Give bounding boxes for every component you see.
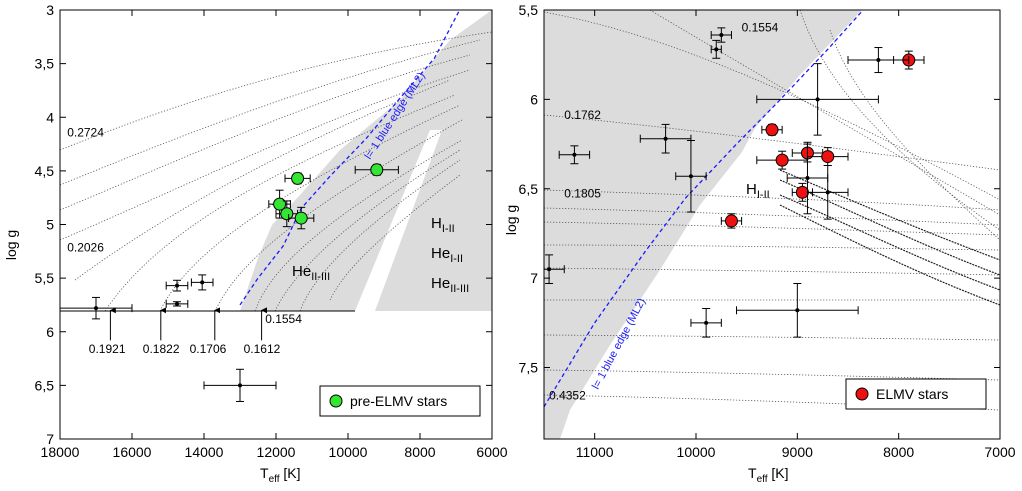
evolutionary-tracks-left xyxy=(60,31,492,312)
legend-right: ELMV stars xyxy=(845,378,987,410)
data-points-left xyxy=(60,163,399,402)
data-point xyxy=(710,39,722,59)
legend-marker-green xyxy=(329,394,343,408)
star-point xyxy=(756,150,808,170)
right-axis-ticks: 11000 10000 9000 8000 7000 5,5 6 6,5 7 7,5 xyxy=(519,2,1016,460)
region-label-he-i-ii: HeI-II xyxy=(431,245,463,265)
y-axis-label-right: log g xyxy=(503,205,519,235)
svg-text:HeI-II: HeI-II xyxy=(431,245,463,265)
shaded-region-right xyxy=(544,10,862,439)
y-tick-label: 7 xyxy=(530,270,538,286)
track-label: 0.2724 xyxy=(67,126,104,140)
star-point xyxy=(288,206,315,230)
y-tick-label: 3,5 xyxy=(35,56,55,72)
track-label: 0.2026 xyxy=(67,240,104,254)
track-label: 0.4352 xyxy=(549,389,586,403)
track-label: 0.1612 xyxy=(244,342,281,356)
y-tick-label: 3 xyxy=(46,2,54,18)
y-tick-label: 4 xyxy=(46,109,54,125)
legend-left: pre-ELMV stars xyxy=(319,385,481,417)
x-axis-label-right: Teff [K] xyxy=(748,465,789,485)
white-gap-region xyxy=(355,130,442,311)
right-plot-frame xyxy=(543,9,1001,440)
left-panel: 18000 16000 14000 12000 10000 8000 6000 3 3,5 4 4,… xyxy=(3,2,508,485)
region-label-h-i-ii-left: HI-II xyxy=(431,215,455,235)
left-track-labels: 0.2724 0.2026 0.1921 0.1822 0.1706 0.1612 0.15… xyxy=(67,126,302,357)
track-label: 0.1921 xyxy=(89,342,126,356)
track-label: 0.1554 xyxy=(742,20,779,34)
region-label-he-ii-iii-right: HeII-III xyxy=(431,275,469,295)
x-axis-label-left: Teff [K] xyxy=(260,465,301,485)
data-point xyxy=(190,274,214,291)
evolutionary-tracks-right xyxy=(544,10,1000,411)
svg-text:HeII-III: HeII-III xyxy=(292,263,330,283)
right-track-labels: 0.1554 0.1762 0.1805 0.4352 xyxy=(549,20,779,402)
right-panel: 11000 10000 9000 8000 7000 5,5 6 6,5 7 7,5 0.1554… xyxy=(503,2,1016,485)
y-axis-label-left: log g xyxy=(3,230,19,260)
region-label-he-ii-iii: HeII-III xyxy=(292,263,330,283)
x-tick-label: 11000 xyxy=(576,444,614,460)
x-tick-label: 7000 xyxy=(984,444,1015,460)
data-point xyxy=(203,368,277,402)
legend-label-elmv: ELMV stars xyxy=(876,386,948,402)
y-tick-label: 4,5 xyxy=(35,163,55,179)
y-tick-label: 6,5 xyxy=(519,181,539,197)
left-axis-ticks: 18000 16000 14000 12000 10000 8000 6000 3 3,5 4 4,… xyxy=(35,2,508,460)
data-point xyxy=(675,139,707,213)
y-tick-label: 5,5 xyxy=(35,270,55,286)
x-tick-label: 8000 xyxy=(404,444,435,460)
blue-edge-line-right xyxy=(544,10,864,408)
data-point xyxy=(165,299,189,308)
blue-edge-line-left xyxy=(239,10,461,306)
star-point xyxy=(806,147,849,167)
legend-marker-red xyxy=(855,387,869,401)
data-point xyxy=(60,296,133,320)
y-tick-label: 5 xyxy=(46,217,54,233)
data-point xyxy=(736,282,859,338)
shaded-region-left xyxy=(240,10,492,311)
data-points-right xyxy=(544,27,925,338)
y-tick-label: 7 xyxy=(46,431,54,447)
track-label: 0.1822 xyxy=(143,342,180,356)
data-point xyxy=(806,165,849,220)
track-label: 0.1706 xyxy=(190,342,227,356)
data-point xyxy=(786,141,829,215)
star-point xyxy=(284,171,311,185)
star-point xyxy=(791,182,814,202)
track-label: 0.1805 xyxy=(564,187,601,201)
x-tick-label: 8000 xyxy=(883,444,914,460)
legend-label-pre-elmv: pre-ELMV stars xyxy=(350,393,447,409)
data-point xyxy=(710,27,732,43)
y-tick-label: 7,5 xyxy=(519,360,539,376)
data-point xyxy=(756,63,879,136)
x-tick-label: 10000 xyxy=(677,444,716,460)
y-tick-label: 6 xyxy=(530,91,538,107)
y-tick-label: 5,5 xyxy=(519,2,539,18)
data-point xyxy=(558,145,591,165)
y-tick-label: 6,5 xyxy=(35,377,55,393)
star-point xyxy=(761,123,783,137)
x-tick-label: 9000 xyxy=(782,444,813,460)
track-label: 0.1762 xyxy=(564,108,601,122)
x-tick-label: 6000 xyxy=(476,444,507,460)
data-point xyxy=(690,308,722,338)
x-tick-label: 10000 xyxy=(329,444,368,460)
svg-text:HI-II: HI-II xyxy=(431,215,455,235)
x-tick-label: 14000 xyxy=(185,444,224,460)
y-tick-label: 6 xyxy=(46,324,54,340)
region-label-h-i-ii-right: HI-II xyxy=(746,181,770,201)
svg-text:HI-II: HI-II xyxy=(746,181,770,201)
svg-text:HeII-III: HeII-III xyxy=(431,275,469,295)
star-point xyxy=(720,213,743,229)
x-tick-label: 18000 xyxy=(41,444,80,460)
x-tick-label: 16000 xyxy=(113,444,152,460)
star-point xyxy=(354,163,399,177)
x-tick-label: 12000 xyxy=(257,444,296,460)
data-point xyxy=(165,279,189,292)
track-arrows xyxy=(109,307,268,341)
track-label: 0.1554 xyxy=(265,312,302,326)
data-point xyxy=(544,254,565,284)
data-point xyxy=(847,47,910,74)
